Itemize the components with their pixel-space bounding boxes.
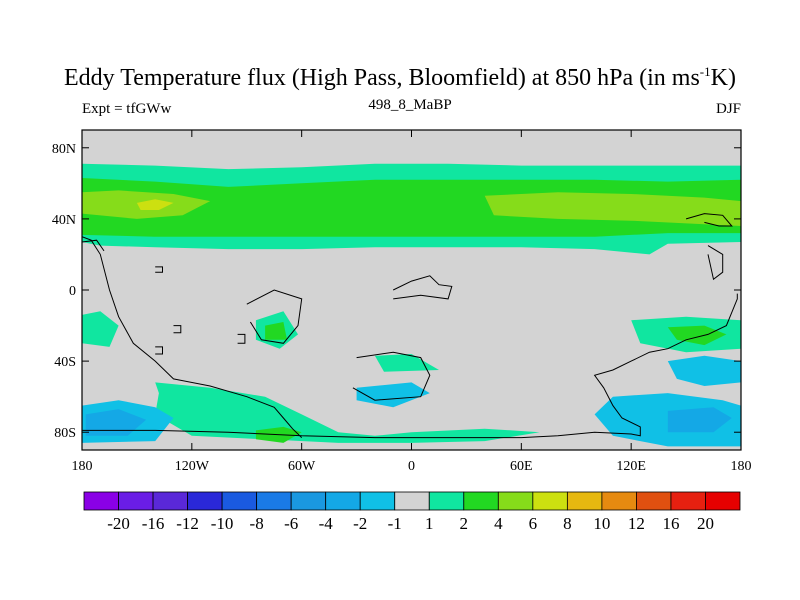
y-axis: 80N 40N 0 40S 80S bbox=[52, 142, 741, 441]
x-tick-label: 120E bbox=[616, 459, 646, 474]
colorbar-label: -1 bbox=[388, 514, 402, 533]
y-tick-label: 80S bbox=[54, 426, 76, 441]
flux-region-18 bbox=[667, 407, 732, 433]
flux-region-7 bbox=[265, 322, 287, 340]
flux-region-16 bbox=[667, 355, 741, 386]
colorbar-label: 12 bbox=[628, 514, 645, 533]
flux-region-15 bbox=[356, 382, 430, 408]
flux-region-3 bbox=[484, 192, 741, 226]
colorbar-swatch bbox=[705, 491, 741, 511]
colorbar-swatch bbox=[636, 491, 672, 511]
colorbar-swatch bbox=[497, 491, 534, 511]
subtitle-experiment: Expt = tfGWw bbox=[82, 101, 172, 117]
colorbar-swatch bbox=[325, 491, 361, 511]
colorbar-swatch bbox=[290, 491, 327, 511]
colorbar-label: 8 bbox=[563, 514, 572, 533]
x-axis: 180 120W 60W 0 60E 120E 180 bbox=[72, 130, 752, 474]
coastline-0 bbox=[82, 293, 738, 439]
coastline-layer bbox=[82, 213, 738, 439]
flux-region-11 bbox=[155, 382, 540, 443]
colorbar-swatch bbox=[118, 491, 154, 511]
colorbar-label: -4 bbox=[319, 514, 334, 533]
y-tick-label: 80N bbox=[52, 142, 76, 157]
x-tick-label: 180 bbox=[731, 459, 752, 474]
colorbar-label: -20 bbox=[107, 514, 130, 533]
coastline-10 bbox=[237, 333, 246, 344]
x-tick-label: 60E bbox=[510, 459, 533, 474]
colorbar-swatch bbox=[359, 491, 396, 511]
x-tick-label: 180 bbox=[72, 459, 93, 474]
coastline-11 bbox=[155, 346, 163, 355]
colorbar-swatch bbox=[566, 491, 603, 511]
coastline-2 bbox=[246, 289, 303, 344]
coastline-6 bbox=[82, 239, 105, 252]
colorbar-swatch bbox=[601, 491, 637, 511]
colorbar-label: -16 bbox=[142, 514, 165, 533]
colorbar-label: 10 bbox=[593, 514, 610, 533]
flux-region-8 bbox=[374, 354, 439, 372]
coastline-5 bbox=[685, 213, 733, 227]
colorbar-label: -8 bbox=[250, 514, 264, 533]
colorbar-swatch bbox=[83, 491, 119, 511]
colorbar-swatch bbox=[187, 491, 223, 511]
flux-region-5 bbox=[82, 311, 119, 347]
coastline-7 bbox=[707, 245, 724, 281]
colorbar-label: 2 bbox=[460, 514, 469, 533]
colorbar-label: -10 bbox=[211, 514, 234, 533]
colorbar-swatch bbox=[256, 491, 292, 511]
colorbar-swatch bbox=[394, 491, 430, 511]
colorbar-swatch bbox=[670, 491, 706, 511]
flux-region-10 bbox=[667, 325, 727, 346]
coastline-8 bbox=[155, 266, 163, 273]
colorbar-swatch bbox=[463, 491, 499, 511]
y-tick-label: 40N bbox=[52, 213, 76, 228]
chart-title: Eddy Temperature flux (High Pass, Bloomf… bbox=[64, 64, 736, 91]
colorbar-swatch bbox=[221, 491, 258, 511]
colorbar-label: -6 bbox=[284, 514, 298, 533]
colorbar-label: -12 bbox=[176, 514, 199, 533]
y-tick-label: 0 bbox=[69, 284, 76, 299]
subtitle-run-id: 498_8_MaBP bbox=[368, 97, 452, 113]
flux-field-layer bbox=[82, 163, 741, 447]
colorbar-label: 20 bbox=[697, 514, 714, 533]
flux-region-14 bbox=[85, 409, 147, 436]
coastline-9 bbox=[173, 325, 182, 334]
subtitle-season: DJF bbox=[715, 101, 741, 117]
x-tick-label: 60W bbox=[288, 459, 316, 474]
colorbar-swatch bbox=[532, 491, 568, 511]
colorbar-label: 16 bbox=[662, 514, 679, 533]
coastline-3 bbox=[392, 275, 453, 300]
colorbar-swatch bbox=[428, 491, 465, 511]
colorbar-label: 6 bbox=[529, 514, 538, 533]
colorbar-label: -2 bbox=[353, 514, 367, 533]
colorbar-label: 4 bbox=[494, 514, 503, 533]
flux-region-4 bbox=[136, 199, 174, 210]
colorbar-swatch bbox=[152, 491, 188, 511]
colorbar: -20 -16 -12 -10 -8 -6 -4 -2 -1 1 2 4 6 8 10 12 16 20 bbox=[83, 491, 741, 533]
y-tick-label: 40S bbox=[54, 355, 76, 370]
colorbar-label: 1 bbox=[425, 514, 434, 533]
coastline-1 bbox=[82, 236, 303, 438]
x-tick-label: 120W bbox=[175, 459, 210, 474]
x-tick-label: 0 bbox=[408, 459, 415, 474]
coastline-4 bbox=[352, 351, 431, 401]
